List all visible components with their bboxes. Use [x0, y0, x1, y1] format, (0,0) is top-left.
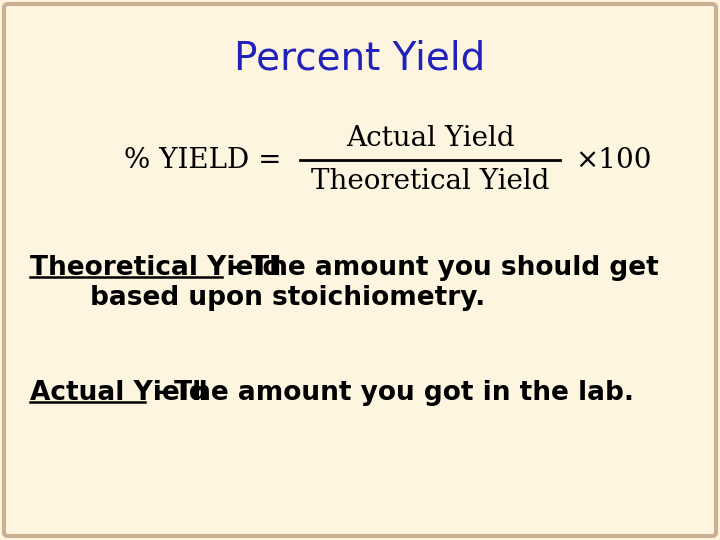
Text: - The amount you should get: - The amount you should get: [222, 255, 659, 281]
Text: Theoretical Yield: Theoretical Yield: [311, 168, 549, 195]
Text: Theoretical Yield: Theoretical Yield: [30, 255, 282, 281]
Text: Percent Yield: Percent Yield: [235, 40, 485, 78]
Text: ×100: ×100: [575, 146, 652, 173]
Text: based upon stoichiometry.: based upon stoichiometry.: [90, 285, 485, 311]
FancyBboxPatch shape: [4, 4, 716, 536]
Text: % YIELD =: % YIELD =: [124, 146, 290, 173]
Text: Actual Yield: Actual Yield: [346, 125, 514, 152]
Text: - The amount you got in the lab.: - The amount you got in the lab.: [145, 380, 634, 406]
Text: Actual Yield: Actual Yield: [30, 380, 208, 406]
